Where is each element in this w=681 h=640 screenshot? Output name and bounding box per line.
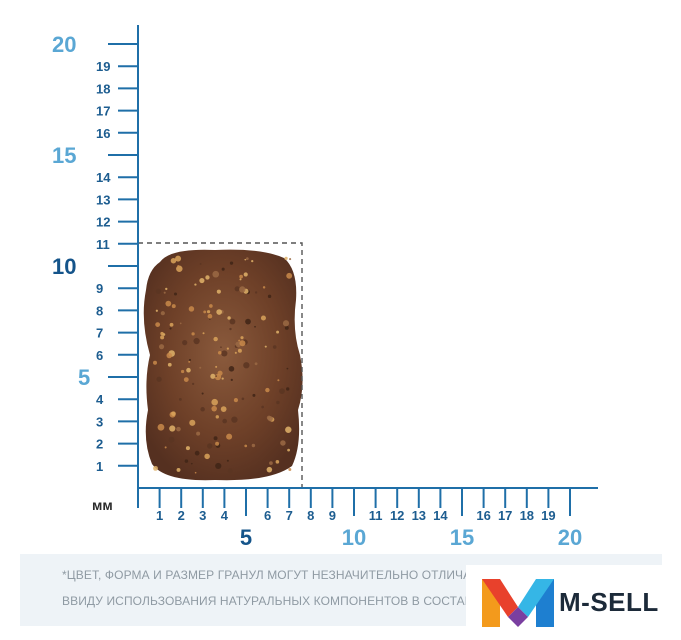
- x-tick-label-4: 4: [221, 508, 229, 523]
- x-tick-label-17: 17: [498, 508, 512, 523]
- y-tick-label-3: 3: [96, 414, 103, 429]
- disclaimer-line-1: *ЦВЕТ, ФОРМА И РАЗМЕР ГРАНУЛ МОГУТ НЕЗНА…: [62, 568, 503, 582]
- x-tick-label-7: 7: [286, 508, 293, 523]
- y-tick-label-9: 9: [96, 281, 103, 296]
- x-tick-label-11: 11: [369, 508, 383, 523]
- y-tick-label-6: 6: [96, 348, 103, 363]
- x-tick-label-8: 8: [307, 508, 314, 523]
- brand-logo: M-SELL: [466, 565, 666, 635]
- x-tick-label-1: 1: [156, 508, 163, 523]
- y-tick-label-20: 20: [52, 32, 76, 57]
- y-tick-label-15: 15: [52, 143, 76, 168]
- x-tick-label-9: 9: [329, 508, 336, 523]
- y-tick-label-5: 5: [78, 365, 90, 390]
- x-tick-label-5: 5: [240, 525, 252, 550]
- x-tick-label-2: 2: [178, 508, 185, 523]
- m-logo-icon: [482, 579, 554, 627]
- unit-label: мм: [92, 497, 113, 513]
- x-tick-label-20: 20: [558, 525, 582, 550]
- y-tick-label-11: 11: [96, 237, 110, 252]
- y-tick-label-1: 1: [96, 459, 103, 474]
- y-tick-label-12: 12: [96, 215, 110, 230]
- y-tick-label-16: 16: [96, 126, 110, 141]
- x-tick-label-14: 14: [433, 508, 448, 523]
- disclaimer-line-2: ВВИДУ ИСПОЛЬЗОВАНИЯ НАТУРАЛЬНЫХ КОМПОНЕН…: [62, 594, 501, 608]
- x-tick-label-19: 19: [541, 508, 555, 523]
- y-tick-label-7: 7: [96, 326, 103, 341]
- kibble-image: [143, 249, 303, 481]
- x-tick-label-13: 13: [412, 508, 426, 523]
- x-tick-label-18: 18: [520, 508, 534, 523]
- x-tick-label-12: 12: [390, 508, 404, 523]
- x-tick-label-10: 10: [342, 525, 366, 550]
- x-axis-ticks: 1 2 3 4 6 7 8 9 11 12 13 14 16 17 18 195 10 15 20: [137, 488, 582, 550]
- y-tick-label-10: 10: [52, 254, 76, 279]
- brand-name: M-SELL: [559, 587, 659, 617]
- y-tick-label-17: 17: [96, 104, 110, 119]
- y-tick-label-8: 8: [96, 303, 103, 318]
- y-tick-label-13: 13: [96, 192, 110, 207]
- x-tick-label-15: 15: [450, 525, 474, 550]
- x-tick-label-6: 6: [264, 508, 271, 523]
- kibble-size-guide: [138, 242, 303, 488]
- y-tick-label-18: 18: [96, 81, 110, 96]
- y-tick-label-14: 14: [96, 170, 111, 185]
- x-tick-label-16: 16: [476, 508, 490, 523]
- y-tick-label-2: 2: [96, 437, 103, 452]
- x-tick-label-3: 3: [199, 508, 206, 523]
- y-tick-label-4: 4: [96, 392, 104, 407]
- y-tick-label-19: 19: [96, 59, 110, 74]
